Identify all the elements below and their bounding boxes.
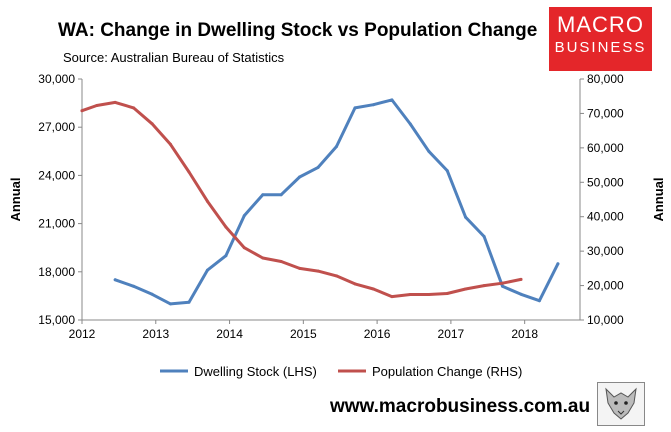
series-1-point — [427, 149, 431, 153]
y-tick-label-right: 80,000 — [587, 72, 624, 86]
series-2-point — [224, 225, 228, 229]
legend-label-1: Dwelling Stock (LHS) — [194, 364, 317, 379]
series-1-point — [150, 292, 154, 296]
series-2-point — [80, 109, 84, 113]
series-line-2 — [80, 100, 523, 299]
legend-label-2: Population Change (RHS) — [372, 364, 522, 379]
chart-title: WA: Change in Dwelling Stock vs Populati… — [58, 20, 538, 41]
chart-source: Source: Australian Bureau of Statistics — [63, 50, 285, 65]
x-tick-label: 2017 — [438, 327, 465, 341]
logo-line1: MACRO — [557, 12, 644, 37]
series-2-point — [353, 282, 357, 286]
x-tick-label: 2014 — [216, 327, 243, 341]
series-1-point — [482, 235, 486, 238]
y-tick-label-left: 15,000 — [38, 313, 75, 327]
series-2-point — [187, 170, 191, 174]
y-tick-label-right: 40,000 — [587, 210, 624, 224]
website-url[interactable]: www.macrobusiness.com.au — [330, 396, 591, 417]
series-2-point — [316, 269, 320, 273]
series-1-point — [371, 103, 375, 107]
series-1-point — [519, 292, 523, 296]
series-1-point — [353, 106, 357, 110]
series-2-point — [150, 122, 154, 126]
series-2-point — [501, 281, 504, 285]
y-tick-label-left: 21,000 — [38, 217, 75, 231]
y-tick-label-right: 50,000 — [587, 175, 624, 189]
series-1-point — [187, 300, 191, 304]
x-tick-label: 2016 — [364, 327, 391, 341]
series-1-point — [205, 268, 209, 272]
series-2-point — [445, 292, 449, 295]
series-2-point — [464, 287, 468, 291]
series-2-point — [482, 284, 486, 288]
series-2-point — [205, 199, 209, 203]
series-1-point — [298, 175, 302, 179]
series-2-point — [519, 277, 523, 281]
x-tick-label: 2015 — [290, 327, 317, 341]
x-tick-label: 2012 — [69, 327, 96, 341]
y-tick-label-right: 60,000 — [587, 141, 624, 155]
series-2-point — [335, 274, 338, 278]
series-1-point — [169, 302, 172, 306]
series-2-point — [113, 100, 117, 104]
series-1-point — [316, 165, 320, 169]
series-1-point — [556, 262, 560, 266]
series-2-point — [95, 104, 99, 107]
series-1-point — [537, 299, 541, 303]
series-1-point — [242, 214, 246, 218]
series-2-point — [408, 293, 412, 296]
y-tick-label-right: 10,000 — [587, 313, 624, 327]
series-2-point — [390, 295, 394, 299]
series-2-point — [132, 106, 136, 110]
series-1-point — [464, 215, 468, 219]
wolf-logo-icon — [597, 382, 645, 426]
series-1-point — [132, 284, 136, 288]
series-1-point — [224, 254, 228, 258]
y-tick-label-right: 20,000 — [587, 279, 624, 293]
series-2-point — [427, 293, 431, 296]
y-axis-title-right: Annual — [651, 177, 666, 221]
macrobusiness-logo: MACRO BUSINESS — [549, 7, 652, 71]
series-2-point — [242, 246, 246, 250]
series-1-point — [113, 278, 117, 282]
x-tick-label: 2013 — [142, 327, 169, 341]
y-tick-label-left: 27,000 — [38, 120, 75, 134]
series-1-point — [279, 193, 283, 197]
series-line-1 — [113, 98, 560, 306]
x-tick-label: 2018 — [511, 327, 538, 341]
y-tick-label-left: 30,000 — [38, 72, 75, 86]
series-2-point — [298, 266, 302, 270]
series-2-point — [371, 287, 375, 291]
series-1-point — [445, 169, 449, 173]
series-2-point — [279, 260, 283, 263]
series-1-point — [408, 122, 412, 126]
y-tick-label-left: 18,000 — [38, 265, 75, 279]
logo-line2: BUSINESS — [554, 39, 647, 56]
y-tick-label-right: 70,000 — [587, 106, 624, 120]
series-1-point — [501, 284, 504, 288]
y-tick-label-right: 30,000 — [587, 244, 624, 258]
y-tick-label-left: 24,000 — [38, 168, 75, 182]
series-1-point — [335, 145, 338, 148]
series-1-point — [390, 98, 394, 102]
series-1-point — [261, 193, 265, 197]
series-2-point — [169, 142, 172, 146]
y-axis-title-left: Annual — [8, 177, 23, 221]
series-2-point — [261, 256, 265, 260]
